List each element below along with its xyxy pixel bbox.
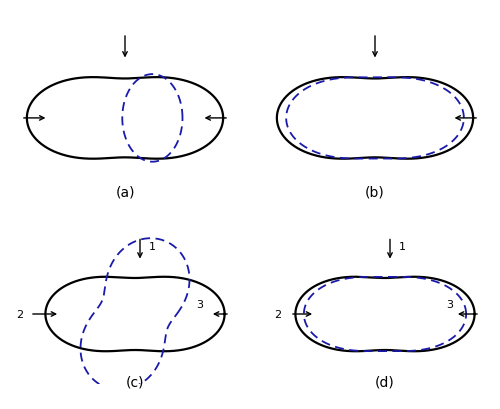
Text: 2: 2 bbox=[16, 309, 24, 319]
Text: 1: 1 bbox=[149, 242, 156, 252]
Text: (c): (c) bbox=[126, 375, 144, 389]
Text: 2: 2 bbox=[274, 309, 281, 319]
Text: (d): (d) bbox=[375, 375, 395, 389]
Text: 3: 3 bbox=[196, 299, 203, 309]
Text: (a): (a) bbox=[116, 185, 135, 199]
Text: (b): (b) bbox=[365, 185, 385, 199]
Text: 3: 3 bbox=[446, 299, 454, 309]
Text: 1: 1 bbox=[399, 242, 406, 252]
